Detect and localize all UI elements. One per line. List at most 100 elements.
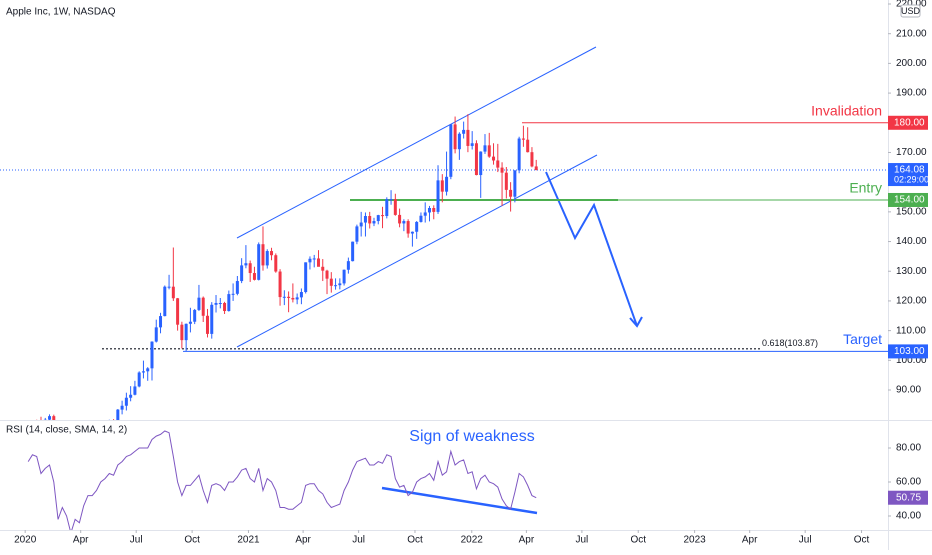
x-tick-label: Apr [519, 535, 535, 546]
candle-body [218, 303, 222, 305]
candle-body [474, 143, 478, 176]
candle-body [410, 231, 414, 234]
y-tick-label: 190.00 [896, 88, 927, 99]
candle-body [346, 261, 350, 270]
candle-body [466, 129, 470, 146]
candle-body [295, 297, 299, 300]
candle-body [248, 263, 252, 274]
x-tick-label: Jul [352, 535, 365, 546]
candle-body [180, 324, 184, 341]
candle-body [244, 263, 248, 266]
level-tag [888, 115, 928, 130]
candle-body [43, 419, 47, 420]
candle-body [534, 166, 538, 171]
y-tick-label: 100.00 [896, 355, 927, 366]
price-drawings [236, 46, 643, 348]
candle-body [120, 405, 124, 410]
candle-body [312, 258, 316, 260]
candle-body [338, 283, 342, 286]
rsi-pane [27, 430, 537, 530]
candle-body [304, 262, 308, 293]
candle-body [329, 278, 333, 286]
candle-body [184, 323, 188, 341]
x-tick-label: 2020 [14, 535, 37, 546]
last-price-label: 164.08 [894, 165, 925, 176]
x-tick-label: Jul [799, 535, 812, 546]
candle-body [398, 214, 402, 224]
level-tag-label: 103.00 [894, 346, 925, 357]
level-tag-label: 180.00 [894, 117, 925, 128]
candle-body [496, 160, 500, 168]
candle-body [406, 221, 410, 234]
axes: 90.00 100.00 110.00 120.00 130.00 140.00 150.0… [14, 0, 929, 546]
level-tag [888, 344, 928, 359]
candle-body [274, 255, 278, 272]
candle-body [453, 124, 457, 150]
candle-body [504, 172, 508, 190]
x-tick-label: Oct [854, 535, 870, 546]
candle-body [521, 138, 525, 140]
candle-body [355, 226, 359, 242]
candle-body [146, 368, 150, 372]
currency: USD [901, 6, 921, 16]
annotation: Sign of weakness [409, 428, 534, 445]
candle-body [137, 372, 141, 387]
candle-body [517, 138, 521, 171]
candle-body [415, 221, 419, 232]
countdown: 02:29:00 [894, 174, 929, 184]
candle-body [342, 269, 346, 284]
level-name: Target [843, 331, 882, 347]
x-tick-label: 2022 [461, 535, 484, 546]
candle-body [372, 221, 376, 224]
candle-body [393, 199, 397, 215]
x-tick-label: 2021 [237, 535, 260, 546]
candle-body [513, 170, 517, 197]
candle-body [419, 215, 423, 222]
candle-body [325, 270, 329, 279]
fib-label: 0.618(103.87) [762, 338, 818, 348]
candle-body [154, 327, 158, 342]
chart-title: Apple Inc, 1W, NASDAQ [6, 7, 116, 18]
candle-body [440, 180, 444, 192]
channel-upper [236, 46, 597, 239]
currency-box [900, 4, 921, 18]
level-tag-label: 154.00 [894, 195, 925, 206]
candle-body [308, 258, 312, 263]
y-tick-label: 90.00 [896, 385, 921, 396]
candle-body [492, 156, 496, 161]
y-tick-label: 140.00 [896, 236, 927, 247]
candle-body [197, 297, 201, 310]
candle-body [52, 416, 56, 420]
x-tick-label: Apr [73, 535, 89, 546]
candle-body [282, 296, 286, 298]
channel-lower [236, 154, 598, 348]
x-tick-label: Oct [630, 535, 646, 546]
y-tick-label: 60.00 [896, 477, 921, 488]
rsi-title: RSI (14, close, SMA, 14, 2) [6, 425, 127, 436]
candle-body [270, 251, 274, 256]
candle-body [316, 258, 320, 267]
last-value-label: 50.75 [896, 492, 921, 503]
candle-body [171, 286, 175, 299]
candle-body [116, 409, 120, 420]
last-price-box [888, 163, 928, 187]
level-tag [888, 192, 928, 207]
candle-body [257, 244, 261, 280]
x-tick-label: Jul [575, 535, 588, 546]
candle-body [227, 294, 231, 312]
candle-body [479, 151, 483, 176]
candle-body [159, 316, 163, 328]
candle-body [483, 145, 487, 152]
candle-body [201, 297, 205, 316]
candle-body [129, 394, 133, 398]
level-name: Invalidation [811, 102, 882, 118]
candle-body [445, 176, 449, 192]
x-tick-label: Jul [130, 535, 143, 546]
candle-body [133, 386, 137, 395]
candle-body [321, 266, 325, 271]
y-tick-label: 170.00 [896, 147, 927, 158]
candle-body [462, 129, 466, 134]
x-tick-label: 2023 [683, 535, 706, 546]
y-tick-label: 150.00 [896, 206, 927, 217]
